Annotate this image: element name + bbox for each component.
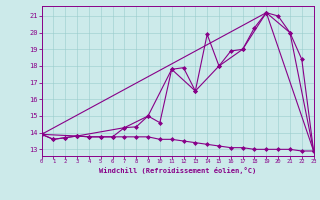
X-axis label: Windchill (Refroidissement éolien,°C): Windchill (Refroidissement éolien,°C)	[99, 167, 256, 174]
